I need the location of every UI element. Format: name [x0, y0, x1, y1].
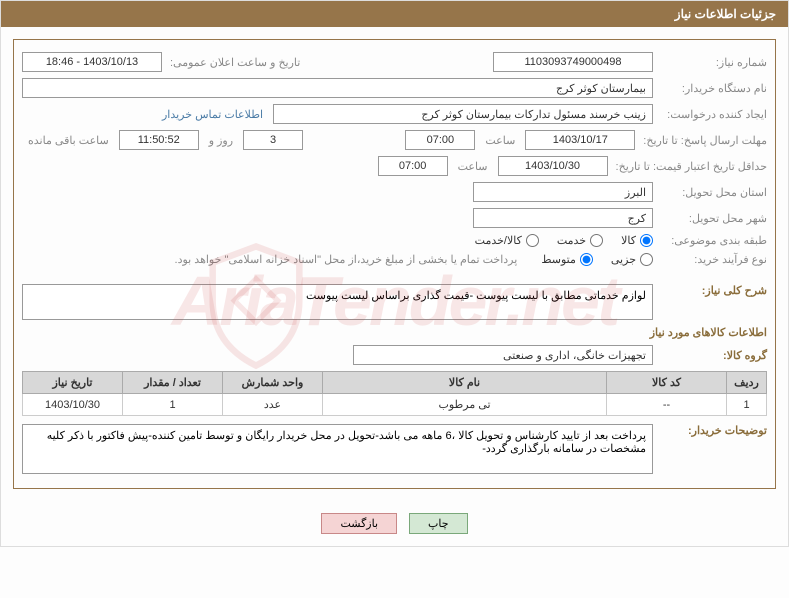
- row-requester: ایجاد کننده درخواست: اطلاعات تماس خریدار: [22, 104, 767, 124]
- textarea-buyer-notes[interactable]: [22, 424, 653, 474]
- row-purchase-type: نوع فرآیند خرید: جزیی متوسط پرداخت تمام …: [22, 253, 767, 266]
- page-title: جزئیات اطلاعات نیاز: [675, 7, 776, 21]
- radio-label-service: خدمت: [557, 234, 586, 247]
- radio-goods[interactable]: [640, 234, 653, 247]
- back-button[interactable]: بازگشت: [321, 513, 397, 534]
- link-contact-buyer[interactable]: اطلاعات تماس خریدار: [162, 108, 269, 121]
- row-deadline: مهلت ارسال پاسخ: تا تاریخ: ساعت روز و سا…: [22, 130, 767, 150]
- row-validity: حداقل تاریخ اعتبار قیمت: تا تاریخ: ساعت: [22, 156, 767, 176]
- input-goods-group[interactable]: [353, 345, 653, 365]
- purchase-note: پرداخت تمام یا بخشی از مبلغ خرید،از محل …: [175, 253, 538, 266]
- radio-label-goods: کالا: [621, 234, 636, 247]
- radio-item-goods[interactable]: کالا: [621, 234, 653, 247]
- input-announce-dt[interactable]: [22, 52, 162, 72]
- th-row: ردیف: [727, 372, 767, 394]
- row-goods-group: گروه کالا:: [22, 345, 767, 365]
- main-container: جزئیات اطلاعات نیاز AriaTender.net شماره…: [0, 0, 789, 547]
- radio-group-category: کالا خدمت کالا/خدمت: [475, 234, 653, 247]
- input-validity-date[interactable]: [498, 156, 608, 176]
- cell-name: تی مرطوب: [323, 394, 607, 416]
- label-city: شهر محل تحویل:: [657, 212, 767, 225]
- label-category: طبقه بندی موضوعی:: [657, 234, 767, 247]
- radio-label-goods-service: کالا/خدمت: [475, 234, 522, 247]
- row-need-desc: شرح کلی نیاز:: [22, 284, 767, 320]
- input-validity-time[interactable]: [378, 156, 448, 176]
- radio-label-medium: متوسط: [541, 253, 576, 266]
- th-date: تاریخ نیاز: [23, 372, 123, 394]
- row-buyer-notes: توضیحات خریدار:: [22, 424, 767, 474]
- radio-item-service[interactable]: خدمت: [557, 234, 603, 247]
- label-hours-remaining: ساعت باقی مانده: [22, 134, 115, 147]
- input-remaining-time[interactable]: [119, 130, 199, 150]
- label-validity: حداقل تاریخ اعتبار قیمت: تا تاریخ:: [612, 160, 767, 173]
- input-province[interactable]: [473, 182, 653, 202]
- row-need-no: شماره نیاز: تاریخ و ساعت اعلان عمومی:: [22, 52, 767, 72]
- textarea-need-desc[interactable]: [22, 284, 653, 320]
- label-need-desc: شرح کلی نیاز:: [657, 284, 767, 297]
- radio-label-minor: جزیی: [611, 253, 636, 266]
- row-city: شهر محل تحویل:: [22, 208, 767, 228]
- table-row: 1 -- تی مرطوب عدد 1 1403/10/30: [23, 394, 767, 416]
- label-purchase-type: نوع فرآیند خرید:: [657, 253, 767, 266]
- label-need-no: شماره نیاز:: [657, 56, 767, 69]
- buttons-row: چاپ بازگشت: [1, 501, 788, 546]
- table-head: ردیف کد کالا نام کالا واحد شمارش تعداد /…: [23, 372, 767, 394]
- row-items-header: اطلاعات کالاهای مورد نیاز: [22, 326, 767, 339]
- label-announce-dt: تاریخ و ساعت اعلان عمومی:: [166, 56, 300, 69]
- input-need-no[interactable]: [493, 52, 653, 72]
- label-buyer-org: نام دستگاه خریدار:: [657, 82, 767, 95]
- label-hour-2: ساعت: [452, 160, 494, 173]
- th-unit: واحد شمارش: [223, 372, 323, 394]
- print-button[interactable]: چاپ: [409, 513, 468, 534]
- radio-service[interactable]: [590, 234, 603, 247]
- cell-code: --: [607, 394, 727, 416]
- radio-goods-service[interactable]: [526, 234, 539, 247]
- input-deadline-date[interactable]: [525, 130, 635, 150]
- cell-row: 1: [727, 394, 767, 416]
- label-goods-group: گروه کالا:: [657, 349, 767, 362]
- input-city[interactable]: [473, 208, 653, 228]
- radio-item-goods-service[interactable]: کالا/خدمت: [475, 234, 539, 247]
- label-province: استان محل تحویل:: [657, 186, 767, 199]
- page-header: جزئیات اطلاعات نیاز: [1, 1, 788, 27]
- input-buyer-org[interactable]: [22, 78, 653, 98]
- details-panel: شماره نیاز: تاریخ و ساعت اعلان عمومی: نا…: [13, 39, 776, 489]
- label-requester: ایجاد کننده درخواست:: [657, 108, 767, 121]
- row-province: استان محل تحویل:: [22, 182, 767, 202]
- row-category: طبقه بندی موضوعی: کالا خدمت کالا/خدمت: [22, 234, 767, 247]
- label-items-info: اطلاعات کالاهای مورد نیاز: [650, 326, 767, 339]
- radio-medium[interactable]: [580, 253, 593, 266]
- th-code: کد کالا: [607, 372, 727, 394]
- radio-item-medium[interactable]: متوسط: [541, 253, 593, 266]
- input-requester[interactable]: [273, 104, 653, 124]
- items-table: ردیف کد کالا نام کالا واحد شمارش تعداد /…: [22, 371, 767, 416]
- radio-group-purchase: جزیی متوسط: [541, 253, 653, 266]
- th-qty: تعداد / مقدار: [123, 372, 223, 394]
- radio-minor[interactable]: [640, 253, 653, 266]
- table-body: 1 -- تی مرطوب عدد 1 1403/10/30: [23, 394, 767, 416]
- label-deadline: مهلت ارسال پاسخ: تا تاریخ:: [639, 134, 767, 147]
- label-days-and: روز و: [203, 134, 239, 147]
- input-remaining-days[interactable]: [243, 130, 303, 150]
- radio-item-minor[interactable]: جزیی: [611, 253, 653, 266]
- row-buyer-org: نام دستگاه خریدار:: [22, 78, 767, 98]
- cell-qty: 1: [123, 394, 223, 416]
- input-deadline-time[interactable]: [405, 130, 475, 150]
- label-hour-1: ساعت: [479, 134, 521, 147]
- th-name: نام کالا: [323, 372, 607, 394]
- cell-unit: عدد: [223, 394, 323, 416]
- cell-date: 1403/10/30: [23, 394, 123, 416]
- label-buyer-notes: توضیحات خریدار:: [657, 424, 767, 437]
